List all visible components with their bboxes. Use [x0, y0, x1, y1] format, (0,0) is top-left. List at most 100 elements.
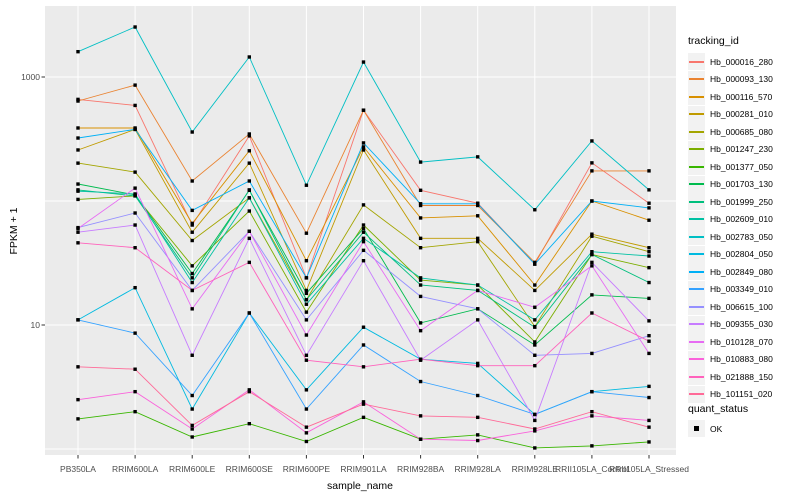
data-point — [533, 318, 537, 322]
data-point — [247, 134, 251, 138]
legend-entry: Hb_001999_250 — [688, 193, 773, 211]
legend-entry-label: Hb_000685_080 — [710, 126, 773, 137]
data-point — [647, 218, 651, 222]
data-point — [247, 388, 251, 392]
data-point — [133, 25, 137, 29]
legend-color-line — [689, 165, 704, 168]
data-point — [133, 192, 137, 196]
legend-entry-label: Hb_001703_130 — [710, 179, 773, 190]
data-point — [647, 333, 651, 338]
legend-color-line — [689, 288, 704, 291]
data-point — [476, 318, 480, 322]
data-point — [304, 302, 309, 306]
data-point — [247, 421, 251, 426]
data-point — [533, 208, 537, 212]
data-point — [190, 307, 194, 311]
data-point — [533, 288, 537, 293]
data-point — [418, 236, 423, 241]
legend-key-swatch — [688, 298, 705, 316]
legend-color-line — [689, 305, 704, 308]
legend-color-line — [689, 78, 704, 81]
data-point — [76, 226, 80, 231]
data-point — [190, 179, 194, 183]
data-point — [533, 429, 537, 433]
data-point — [476, 239, 480, 244]
data-point — [476, 438, 480, 443]
tracking-id-legend-title: tracking_id — [688, 35, 739, 47]
x-tick-label: RRIM928LA — [454, 464, 501, 474]
legend-color-line — [689, 183, 704, 186]
legend-entry: Hb_002804_050 — [688, 245, 773, 264]
data-point — [190, 407, 194, 411]
data-point — [361, 141, 366, 145]
data-point — [247, 209, 251, 213]
legend-key-swatch — [688, 263, 705, 281]
data-point — [361, 259, 366, 263]
data-point — [476, 361, 480, 366]
legend-color-line — [689, 130, 704, 133]
legend-key-swatch — [688, 53, 705, 71]
data-point — [190, 271, 194, 276]
legend-entry: Hb_000116_570 — [688, 88, 773, 106]
data-point — [76, 49, 80, 54]
data-point — [361, 248, 366, 253]
quant-status-label: OK — [710, 423, 723, 434]
data-point — [133, 83, 137, 87]
data-point — [361, 239, 366, 244]
legend-entry-label: Hb_002849_080 — [710, 266, 773, 277]
data-point — [418, 357, 423, 361]
y-axis-title: FPKM + 1 — [8, 207, 20, 255]
legend-entry-label: Hb_001999_250 — [710, 196, 773, 207]
data-point — [418, 278, 423, 282]
x-tick-label: RRIM901LA — [340, 464, 387, 474]
data-point — [533, 353, 537, 357]
data-point — [190, 130, 194, 134]
legend-color-line — [689, 253, 704, 256]
data-point — [304, 333, 309, 337]
data-point — [647, 246, 651, 250]
data-point — [76, 318, 80, 322]
legend-key-swatch — [688, 123, 705, 141]
legend-color-line — [689, 270, 704, 273]
data-point — [304, 259, 309, 263]
data-point — [590, 169, 594, 173]
data-point — [76, 417, 80, 421]
legend-color-line — [689, 60, 704, 63]
data-point — [190, 427, 194, 431]
data-point — [304, 388, 309, 392]
data-point — [533, 343, 537, 347]
legend-entry-label: Hb_001247_230 — [710, 144, 773, 155]
data-point — [647, 250, 651, 254]
x-tick-label: RRIM600LE — [169, 464, 216, 474]
data-point — [533, 446, 537, 450]
data-point — [533, 340, 537, 344]
x-tick-label: RRIM600SE — [225, 464, 273, 474]
data-point — [190, 221, 194, 226]
legend-color-line — [689, 218, 704, 221]
data-point — [361, 365, 366, 369]
legend-entry: Hb_001377_050 — [688, 158, 773, 176]
data-point — [476, 415, 480, 420]
legend-entry: Hb_001247_230 — [688, 140, 773, 159]
legend-entry: Hb_000685_080 — [688, 123, 773, 141]
data-point — [590, 260, 594, 265]
data-point — [476, 203, 480, 208]
data-point — [304, 431, 309, 435]
data-point — [304, 183, 309, 187]
legend-key-swatch — [688, 140, 705, 158]
data-point — [476, 283, 480, 287]
data-point — [418, 246, 423, 250]
legend-key-swatch — [688, 193, 705, 211]
data-point — [647, 319, 651, 323]
axis-tick-marks — [41, 76, 650, 459]
data-point — [133, 170, 137, 174]
data-point — [418, 203, 423, 208]
tracking-id-legend: tracking_id Hb_000016_280 Hb_000093_130 Hb… — [688, 35, 773, 403]
data-point — [76, 136, 80, 140]
data-point — [418, 328, 423, 333]
quant-status-legend: quant_status OK — [688, 403, 748, 438]
data-point — [647, 351, 651, 356]
legend-entry: Hb_006615_100 — [688, 298, 773, 316]
data-point — [590, 199, 594, 203]
data-point — [361, 203, 366, 207]
